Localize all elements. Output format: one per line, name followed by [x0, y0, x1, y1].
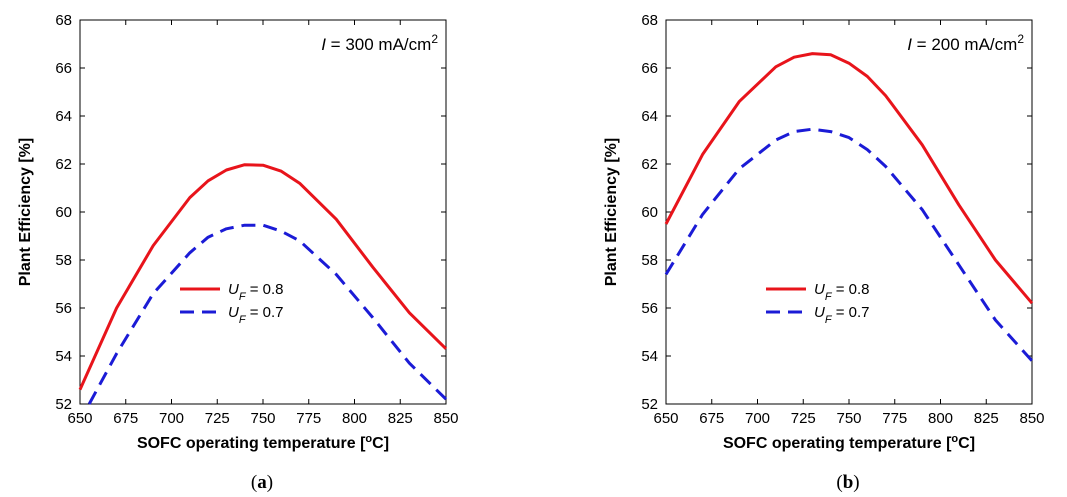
panel-caption: (b) [836, 472, 859, 493]
x-tick-label: 800 [928, 410, 953, 427]
y-tick-label: 56 [55, 300, 72, 317]
y-tick-label: 54 [55, 348, 72, 365]
y-tick-label: 52 [641, 396, 658, 413]
y-axis-label: Plant Efficiency [%] [603, 138, 620, 286]
y-tick-label: 54 [641, 348, 658, 365]
y-tick-label: 68 [641, 12, 658, 29]
x-tick-label: 850 [1019, 410, 1044, 427]
x-tick-label: 775 [296, 410, 321, 427]
y-tick-label: 60 [641, 204, 658, 221]
x-tick-label: 650 [653, 410, 678, 427]
y-tick-label: 64 [55, 108, 72, 125]
plot-frame [79, 19, 447, 405]
y-tick-label: 56 [641, 300, 658, 317]
x-tick-label: 750 [836, 410, 861, 427]
series-line-1 [664, 52, 1034, 305]
x-tick-label: 825 [388, 410, 413, 427]
y-tick-label: 66 [55, 60, 72, 77]
x-tick-label: 800 [342, 410, 367, 427]
x-axis-label: SOFC operating temperature [oC] [723, 433, 975, 452]
y-tick-label: 52 [55, 396, 72, 413]
x-tick-label: 725 [205, 410, 230, 427]
panel-b: 52 54 56 58 60 62 64 66 68 650 675 700 725 750 775 800 8… [603, 12, 1045, 493]
y-tick-label: 58 [641, 252, 658, 269]
x-axis-label: SOFC operating temperature [oC] [137, 433, 389, 452]
y-tick-label: 62 [641, 156, 658, 173]
x-tick-label: 725 [791, 410, 816, 427]
current-density-annotation: I = 300 mA/cm2 [321, 32, 438, 54]
legend-label-1: UF = 0.8 [814, 281, 870, 303]
legend-label-2: UF = 0.7 [228, 304, 284, 326]
x-tick-label: 850 [433, 410, 458, 427]
x-tick-label: 775 [882, 410, 907, 427]
y-tick-label: 68 [55, 12, 72, 29]
legend-label-1: UF = 0.8 [228, 281, 284, 303]
legend-label-2: UF = 0.7 [814, 304, 870, 326]
series-line-2 [87, 223, 448, 405]
x-tick-label: 700 [159, 410, 184, 427]
panel-a: 52 54 56 58 60 62 64 66 68 650 675 700 725 750 775 800 8… [17, 12, 459, 493]
current-density-annotation: I = 200 mA/cm2 [907, 32, 1024, 54]
y-axis-label: Plant Efficiency [%] [17, 138, 34, 286]
x-tick-label: 825 [974, 410, 999, 427]
x-tick-label: 675 [113, 410, 138, 427]
y-tick-label: 58 [55, 252, 72, 269]
y-tick-label: 64 [641, 108, 658, 125]
series-line-2 [664, 127, 1034, 362]
y-tick-label: 60 [55, 204, 72, 221]
x-tick-label: 675 [699, 410, 724, 427]
y-tick-label: 62 [55, 156, 72, 173]
series-line-1 [78, 163, 448, 391]
panel-caption: (a) [251, 472, 273, 493]
plot-frame [665, 19, 1033, 405]
x-tick-label: 650 [67, 410, 92, 427]
y-tick-label: 66 [641, 60, 658, 77]
x-tick-label: 750 [250, 410, 275, 427]
x-tick-label: 700 [745, 410, 770, 427]
